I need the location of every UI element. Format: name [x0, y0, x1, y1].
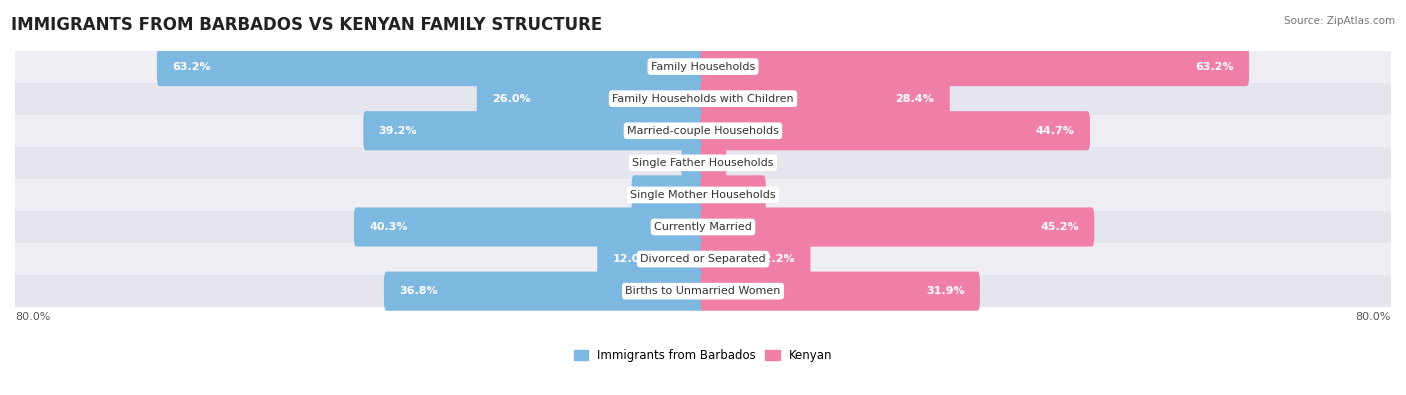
Text: 39.2%: 39.2%: [378, 126, 418, 136]
FancyBboxPatch shape: [700, 239, 810, 278]
FancyBboxPatch shape: [700, 175, 766, 214]
FancyBboxPatch shape: [363, 111, 706, 150]
Text: Births to Unmarried Women: Births to Unmarried Women: [626, 286, 780, 296]
FancyBboxPatch shape: [700, 111, 1090, 150]
Text: 2.2%: 2.2%: [648, 158, 678, 168]
Bar: [15, 147, 1391, 179]
FancyBboxPatch shape: [700, 79, 950, 118]
Text: 12.0%: 12.0%: [613, 254, 651, 264]
Bar: [15, 179, 1391, 211]
FancyBboxPatch shape: [700, 207, 1094, 246]
Text: 80.0%: 80.0%: [15, 312, 51, 322]
Bar: [15, 275, 1391, 307]
Text: 26.0%: 26.0%: [492, 94, 531, 103]
Text: 63.2%: 63.2%: [1195, 62, 1233, 71]
Text: Currently Married: Currently Married: [654, 222, 752, 232]
Text: 31.9%: 31.9%: [925, 286, 965, 296]
Text: Source: ZipAtlas.com: Source: ZipAtlas.com: [1284, 16, 1395, 26]
Bar: [15, 83, 1391, 115]
FancyBboxPatch shape: [700, 143, 727, 182]
FancyBboxPatch shape: [631, 175, 706, 214]
Text: 80.0%: 80.0%: [1355, 312, 1391, 322]
Bar: [15, 243, 1391, 275]
Text: Married-couple Households: Married-couple Households: [627, 126, 779, 136]
FancyBboxPatch shape: [354, 207, 706, 246]
Text: Single Mother Households: Single Mother Households: [630, 190, 776, 200]
FancyBboxPatch shape: [700, 272, 980, 311]
Text: 40.3%: 40.3%: [370, 222, 408, 232]
FancyBboxPatch shape: [157, 47, 706, 86]
Text: Family Households with Children: Family Households with Children: [612, 94, 794, 103]
Bar: [15, 51, 1391, 83]
Text: 7.0%: 7.0%: [720, 190, 751, 200]
Bar: [15, 211, 1391, 243]
Text: 12.2%: 12.2%: [756, 254, 794, 264]
Text: 45.2%: 45.2%: [1040, 222, 1078, 232]
FancyBboxPatch shape: [477, 79, 706, 118]
Text: 28.4%: 28.4%: [896, 94, 935, 103]
FancyBboxPatch shape: [384, 272, 706, 311]
Text: 63.2%: 63.2%: [173, 62, 211, 71]
Text: 44.7%: 44.7%: [1036, 126, 1074, 136]
Text: Divorced or Separated: Divorced or Separated: [640, 254, 766, 264]
Text: IMMIGRANTS FROM BARBADOS VS KENYAN FAMILY STRUCTURE: IMMIGRANTS FROM BARBADOS VS KENYAN FAMIL…: [11, 16, 603, 34]
Text: 36.8%: 36.8%: [399, 286, 439, 296]
FancyBboxPatch shape: [700, 47, 1249, 86]
Text: 8.0%: 8.0%: [647, 190, 678, 200]
Bar: [15, 115, 1391, 147]
FancyBboxPatch shape: [682, 143, 706, 182]
FancyBboxPatch shape: [598, 239, 706, 278]
Text: Single Father Households: Single Father Households: [633, 158, 773, 168]
Text: 2.4%: 2.4%: [731, 158, 759, 168]
Legend: Immigrants from Barbados, Kenyan: Immigrants from Barbados, Kenyan: [569, 344, 837, 367]
Text: Family Households: Family Households: [651, 62, 755, 71]
